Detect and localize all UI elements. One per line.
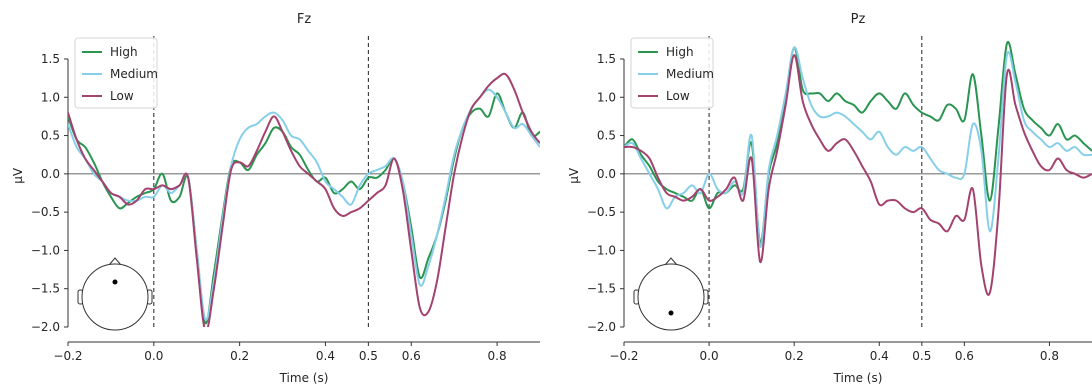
y-tick-label: −1.0 [31, 243, 60, 257]
y-tick-label: −2.0 [587, 320, 616, 334]
head-nose [664, 257, 678, 266]
y-tick-label: 0.5 [597, 129, 616, 143]
sensor-dot [112, 279, 118, 285]
legend-label-low: Low [110, 89, 134, 103]
legend: High Medium Low [74, 37, 158, 109]
x-tick-label: 0.4 [316, 349, 335, 363]
legend-label-low: Low [666, 89, 690, 103]
x-tick-label: −0.2 [53, 349, 82, 363]
x-tick-label: 0.2 [785, 349, 804, 363]
legend-label-medium: Medium [666, 67, 714, 81]
sensor-head-inset [633, 257, 709, 331]
panel-fz: Fz −2.0 −1.5 −1.0 −0.5 0.0 0.5 1.0 1.5 −0.2 0.0 0.2… [11, 12, 540, 385]
series-line-low [624, 54, 1092, 296]
y-tick-label: −1.5 [31, 282, 60, 296]
x-tick-label: −0.2 [609, 349, 638, 363]
y-tick-label: 1.0 [597, 90, 616, 104]
series-line-medium [68, 88, 540, 321]
legend: High Medium Low [630, 37, 714, 109]
x-axis-title: Time (s) [279, 371, 329, 385]
x-tick-label: 0.2 [230, 349, 249, 363]
sensor-dot [668, 310, 674, 316]
head-outline [81, 263, 149, 331]
x-tick-label: 0.5 [359, 349, 378, 363]
y-axis-title: µV [567, 167, 581, 184]
y-tick-label: −2.0 [31, 320, 60, 334]
x-tick-label: 0.6 [955, 349, 974, 363]
x-tick-label: 0.0 [700, 349, 719, 363]
y-tick-label: −0.5 [587, 205, 616, 219]
y-tick-label: −1.0 [587, 243, 616, 257]
series-group [624, 40, 1092, 296]
panel-pz: Pz −2.0 −1.5 −1.0 −0.5 0.0 0.5 1.0 1.5 −0.2 0.0 0.2… [567, 12, 1092, 385]
legend-label-high: High [110, 45, 138, 59]
series-line-low [68, 72, 540, 327]
x-tick-label: 0.0 [144, 349, 163, 363]
y-tick-label: 1.0 [41, 90, 60, 104]
x-tick-label: 0.8 [488, 349, 507, 363]
y-tick-label: 0.5 [41, 129, 60, 143]
series-line-medium [624, 46, 1092, 248]
sensor-head-inset [77, 257, 153, 331]
x-tick-label: 0.8 [1040, 349, 1059, 363]
head-nose [108, 257, 122, 266]
y-tick-label: 0.0 [41, 167, 60, 181]
y-axis-title: µV [11, 167, 25, 184]
panel-title: Pz [851, 12, 866, 27]
series-group [68, 72, 540, 327]
y-tick-label: −1.5 [587, 282, 616, 296]
legend-label-medium: Medium [110, 67, 158, 81]
y-tick-label: 1.5 [41, 52, 60, 66]
y-tick-label: 0.0 [597, 167, 616, 181]
legend-box [74, 37, 158, 109]
x-tick-label: 0.6 [402, 349, 421, 363]
x-axis-title: Time (s) [833, 371, 883, 385]
x-tick-label: 0.5 [912, 349, 931, 363]
head-outline [637, 263, 705, 331]
y-tick-label: 1.5 [597, 52, 616, 66]
legend-box [630, 37, 714, 109]
y-tick-label: −0.5 [31, 205, 60, 219]
panel-title: Fz [297, 12, 311, 27]
x-tick-label: 0.4 [870, 349, 889, 363]
legend-label-high: High [666, 45, 694, 59]
